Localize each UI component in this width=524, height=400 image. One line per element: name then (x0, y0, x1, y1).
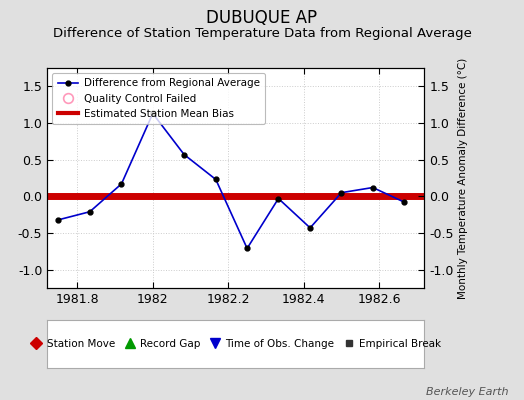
Text: DUBUQUE AP: DUBUQUE AP (206, 9, 318, 27)
Legend: Station Move, Record Gap, Time of Obs. Change, Empirical Break: Station Move, Record Gap, Time of Obs. C… (27, 336, 445, 352)
Text: Difference of Station Temperature Data from Regional Average: Difference of Station Temperature Data f… (52, 28, 472, 40)
Y-axis label: Monthly Temperature Anomaly Difference (°C): Monthly Temperature Anomaly Difference (… (458, 57, 468, 299)
Legend: Difference from Regional Average, Quality Control Failed, Estimated Station Mean: Difference from Regional Average, Qualit… (52, 73, 265, 124)
Text: Berkeley Earth: Berkeley Earth (426, 387, 508, 397)
